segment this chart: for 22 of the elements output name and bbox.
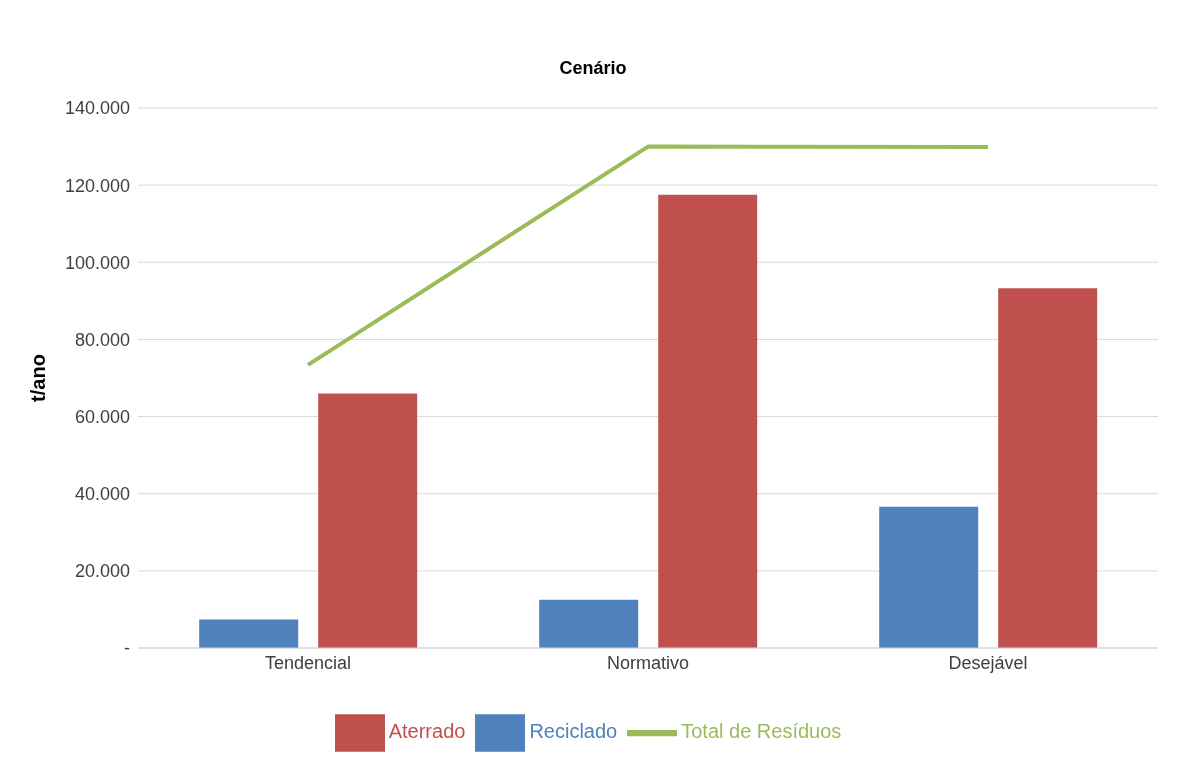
bar — [658, 194, 758, 648]
y-tick-label: - — [124, 638, 130, 659]
y-tick-label: 80.000 — [74, 329, 130, 350]
chart-title: Cenário — [558, 57, 628, 80]
bar — [998, 288, 1098, 648]
y-tick-label: 60.000 — [74, 406, 130, 427]
bar — [879, 506, 979, 648]
y-tick-label: 100.000 — [64, 252, 130, 273]
y-tick-label: 20.000 — [74, 561, 130, 582]
y-axis-title: t/ano — [27, 354, 50, 402]
bar — [199, 619, 299, 648]
x-tick-label: Desejável — [948, 652, 1028, 673]
legend-label: Reciclado — [529, 720, 618, 743]
bar — [318, 393, 418, 648]
x-tick-label: Normativo — [606, 652, 690, 673]
legend-label: Aterrado — [388, 720, 466, 743]
x-tick-label: Tendencial — [264, 652, 352, 673]
y-tick-label: 140.000 — [64, 98, 130, 119]
y-tick-label: 40.000 — [74, 484, 130, 505]
bar — [539, 599, 639, 648]
legend-label: Total de Resíduos — [681, 720, 842, 743]
y-tick-label: 120.000 — [64, 175, 130, 196]
